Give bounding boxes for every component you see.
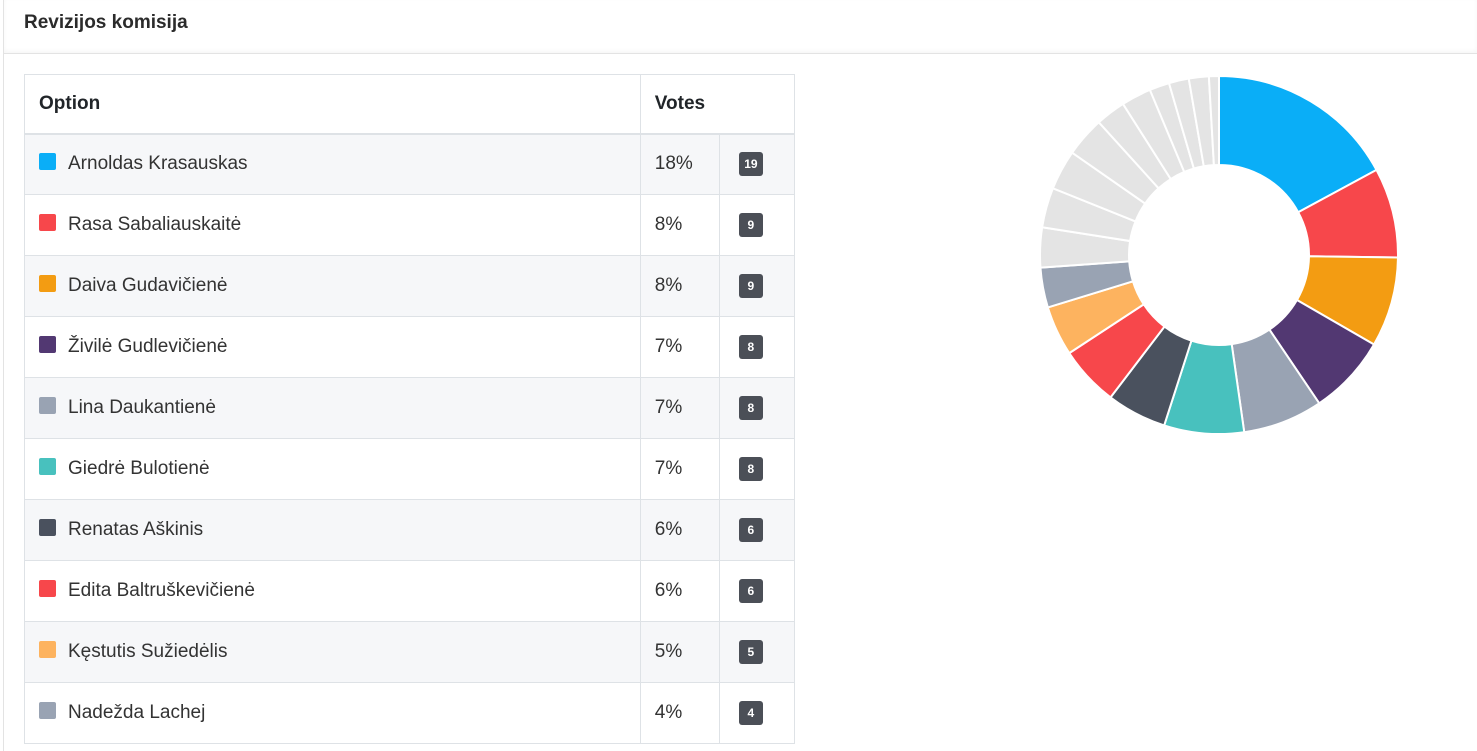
percent-cell: 6% <box>640 499 720 561</box>
option-name: Rasa Sabaliauskaitė <box>68 214 242 235</box>
vote-count-badge: 6 <box>738 518 763 542</box>
vote-count-badge: 9 <box>738 213 763 237</box>
percent-cell: 7% <box>640 316 720 378</box>
table-row: Daiva Gudavičienė 8% 9 <box>24 255 796 317</box>
votes-cell: 8 <box>719 377 796 439</box>
percent-cell: 18% <box>640 133 720 195</box>
vote-count-badge: 8 <box>738 457 763 481</box>
percent-cell: 8% <box>640 194 720 256</box>
option-cell: Živilė Gudlevičienė <box>24 316 641 378</box>
votes-cell: 5 <box>719 621 796 683</box>
option-cell: Daiva Gudavičienė <box>24 255 641 317</box>
option-cell: Renatas Aškinis <box>24 499 641 561</box>
option-cell: Kęstutis Sužiedėlis <box>24 621 641 683</box>
table-row: Nadežda Lachej 4% 4 <box>24 682 796 744</box>
color-swatch <box>39 457 56 475</box>
percent-cell: 6% <box>640 560 720 622</box>
votes-cell: 9 <box>719 255 796 317</box>
donut-slice[interactable] <box>1218 74 1378 214</box>
option-cell: Nadežda Lachej <box>24 682 641 744</box>
table-row: Arnoldas Krasauskas 18% 19 <box>24 133 796 195</box>
votes-cell: 9 <box>719 194 796 256</box>
option-cell: Rasa Sabaliauskaitė <box>24 194 641 256</box>
vote-count-badge: 9 <box>738 274 763 298</box>
votes-cell: 4 <box>719 682 796 744</box>
votes-cell: 6 <box>719 499 796 561</box>
color-swatch <box>39 640 56 658</box>
color-swatch <box>39 701 56 719</box>
results-body: Arnoldas Krasauskas 18% 19 Rasa Sabaliauska… <box>24 133 796 744</box>
table-row: Giedrė Bulotienė 7% 8 <box>24 438 796 500</box>
donut-slice[interactable] <box>1207 74 1220 167</box>
option-cell: Edita Baltruškevičienė <box>24 560 641 622</box>
votes-cell: 6 <box>719 560 796 622</box>
table-row: Kęstutis Sužiedėlis 5% 5 <box>24 621 796 683</box>
vote-count-badge: 8 <box>738 396 763 420</box>
votes-column-header: Votes <box>640 74 796 135</box>
percent-cell: 5% <box>640 621 720 683</box>
results-table: Option Votes Arnoldas Krasauskas 18% 19 Ras… <box>24 74 796 744</box>
color-swatch <box>39 579 56 597</box>
vote-count-badge: 5 <box>738 640 763 664</box>
color-swatch <box>39 152 56 170</box>
donut-chart <box>1039 74 1399 435</box>
results-card: Revizijos komisija Option Votes Arnoldas… <box>3 0 1477 751</box>
option-name: Daiva Gudavičienė <box>68 275 228 296</box>
votes-cell: 8 <box>719 316 796 378</box>
option-column-header: Option <box>24 74 641 135</box>
percent-cell: 8% <box>640 255 720 317</box>
color-swatch <box>39 396 56 414</box>
percent-cell: 4% <box>640 682 720 744</box>
color-swatch <box>39 213 56 231</box>
vote-count-badge: 6 <box>738 579 763 603</box>
option-name: Nadežda Lachej <box>68 702 206 723</box>
card-header: Revizijos komisija <box>4 0 1477 54</box>
table-header-row: Option Votes <box>24 74 796 135</box>
votes-cell: 8 <box>719 438 796 500</box>
option-name: Arnoldas Krasauskas <box>68 153 248 175</box>
percent-cell: 7% <box>640 438 720 500</box>
option-name: Renatas Aškinis <box>68 519 204 540</box>
option-name: Giedrė Bulotienė <box>68 458 210 479</box>
option-cell: Giedrė Bulotienė <box>24 438 641 500</box>
vote-count-badge: 4 <box>738 701 763 725</box>
table-row: Edita Baltruškevičienė 6% 6 <box>24 560 796 622</box>
option-name: Edita Baltruškevičienė <box>68 580 255 601</box>
option-cell: Arnoldas Krasauskas <box>24 133 641 195</box>
votes-cell: 19 <box>719 133 796 195</box>
color-swatch <box>39 335 56 353</box>
table-row: Živilė Gudlevičienė 7% 8 <box>24 316 796 378</box>
color-swatch <box>39 518 56 536</box>
table-row: Lina Daukantienė 7% 8 <box>24 377 796 439</box>
color-swatch <box>39 274 56 292</box>
donut-chart-container <box>1034 70 1404 440</box>
option-name: Lina Daukantienė <box>68 397 216 418</box>
option-name: Kęstutis Sužiedėlis <box>68 641 228 662</box>
table-row: Renatas Aškinis 6% 6 <box>24 499 796 561</box>
option-cell: Lina Daukantienė <box>24 377 641 439</box>
vote-count-badge: 19 <box>738 152 763 177</box>
card-title: Revizijos komisija <box>24 11 188 33</box>
option-name: Živilė Gudlevičienė <box>68 336 228 357</box>
vote-count-badge: 8 <box>738 335 763 359</box>
table-row: Rasa Sabaliauskaitė 8% 9 <box>24 194 796 256</box>
percent-cell: 7% <box>640 377 720 439</box>
